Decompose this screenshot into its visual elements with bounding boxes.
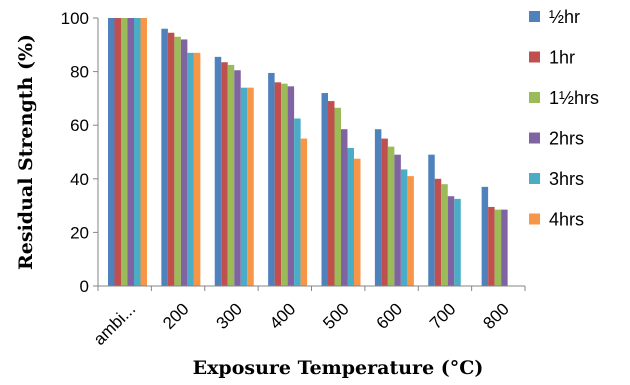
bar-400-series-5 [294,118,301,286]
bar-300-series-4 [234,70,241,286]
legend-label: 1hr [549,48,575,68]
legend-swatch [529,92,540,103]
bar-300-series-2 [221,62,228,286]
bar-ambi-series-2 [114,18,121,286]
bar-600-series-5 [400,169,408,286]
y-tick-label: 60 [70,116,89,135]
x-tick-label: 200 [159,299,192,332]
legend-label: 4hrs [549,210,584,230]
bar-300-series-5 [240,87,248,287]
bar-ambi-series-1 [108,18,115,286]
bar-400-series-4 [287,86,295,286]
y-tick-label: 20 [70,223,89,242]
legend-item: 2hrs [529,129,584,149]
legend-item: 4hrs [529,210,584,230]
bar-700-series-5 [454,198,461,286]
bar-200-series-4 [180,39,188,286]
bar-ambi-series-3 [121,18,128,286]
bar-300-series-6 [247,87,254,287]
plot-area [108,18,508,287]
legend-item: 1hr [529,48,575,68]
bar-700-series-2 [434,178,442,286]
legend-item: 1½hrs [529,88,599,108]
bar-ambi-series-4 [127,18,134,286]
legend-swatch [529,11,540,22]
bar-700-series-1 [428,154,435,286]
legend-item: 3hrs [529,169,584,189]
y-tick-label: 40 [70,170,89,189]
legend-label: 2hrs [549,129,584,149]
bar-300-series-1 [214,56,222,286]
bar-500-series-2 [328,101,335,286]
bar-ambi-series-5 [134,18,141,286]
bar-500-series-5 [347,147,354,286]
bar-800-series-2 [488,206,495,286]
y-tick-label: 0 [80,277,89,296]
y-axis-title: Residual Strength (%) [15,34,37,270]
bar-400-series-3 [281,83,288,286]
bar-200-series-6 [193,52,201,287]
bar-600-series-4 [394,154,401,286]
bar-800-series-3 [494,209,502,286]
x-tick-label: 600 [373,299,406,332]
bar-200-series-1 [161,28,168,286]
x-tick-label: ambi... [90,299,140,349]
bar-400-series-6 [300,138,308,286]
x-tick-label: 500 [319,299,352,332]
x-tick-label: 700 [426,299,459,332]
bar-ambi-series-6 [140,18,147,286]
legend-item: ½hr [529,7,580,27]
bar-300-series-3 [227,64,235,287]
x-tick-label: 400 [266,299,299,332]
bar-200-series-3 [174,36,181,287]
bar-400-series-2 [274,82,282,286]
legend: ½hr 1hr 1½hrs 2hrs 3hrs 4hrs [529,7,599,230]
bar-500-series-6 [354,158,361,286]
bar-600-series-6 [407,176,414,286]
legend-label: 1½hrs [549,88,599,108]
x-tick-label: 800 [479,299,512,332]
bar-200-series-5 [187,52,194,287]
x-axis: ambi... 200 300 400 500 600 700 800 [90,285,526,349]
y-axis: 0 20 40 60 80 100 [61,9,99,296]
bar-500-series-4 [341,129,348,286]
legend-swatch [529,213,540,225]
x-tick-label: 300 [213,299,246,332]
bar-700-series-4 [447,196,455,286]
legend-swatch [529,132,540,144]
bar-600-series-2 [381,138,388,286]
legend-label: ½hr [549,7,580,27]
bar-200-series-2 [167,32,175,286]
x-axis-title: Exposure Temperature (°C) [193,357,484,379]
bar-400-series-1 [268,72,275,286]
bar-500-series-3 [334,107,341,286]
bar-600-series-1 [374,129,382,286]
bar-600-series-3 [387,146,395,286]
bar-500-series-1 [321,93,328,286]
bar-800-series-1 [481,186,489,286]
legend-swatch [529,51,540,63]
legend-swatch [529,173,540,184]
legend-label: 3hrs [549,169,584,189]
bar-800-series-4 [501,209,508,286]
y-tick-label: 100 [61,9,89,28]
bar-700-series-3 [441,184,448,286]
y-tick-label: 80 [70,63,89,82]
